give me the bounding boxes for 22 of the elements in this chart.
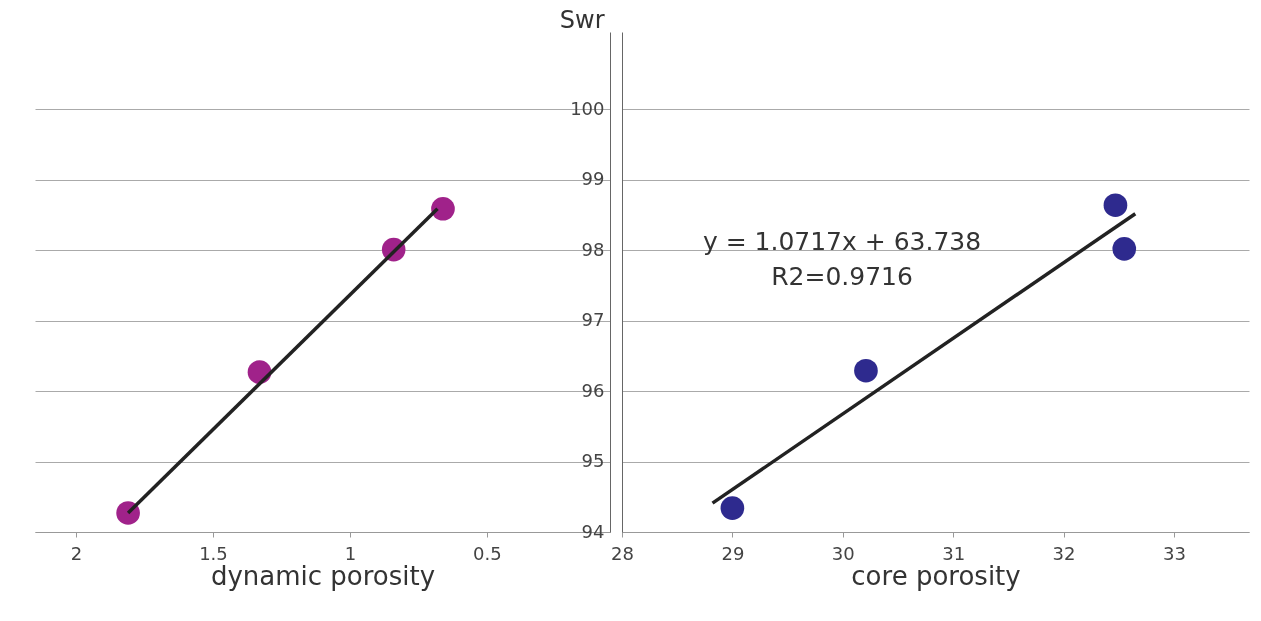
y-axis-title: Swr [559, 5, 605, 34]
x-tick-label: 32 [1052, 542, 1076, 564]
y-tick-label: 97 [581, 309, 605, 331]
annotation: y = 1.0717x + 63.738 [702, 227, 982, 256]
x-tick-label: 29 [721, 542, 745, 564]
point [1103, 193, 1128, 218]
y-tick-label: 95 [581, 450, 605, 472]
point [1112, 237, 1137, 261]
point [116, 501, 140, 525]
y-tick-label: 98 [581, 238, 605, 260]
x-tick-label: 2 [70, 542, 83, 564]
point [431, 196, 455, 221]
y-tick-label: 99 [581, 168, 605, 190]
point [720, 496, 745, 520]
annotation: R2=0.9716 [771, 262, 913, 291]
y-tick-label: 94 [581, 520, 605, 542]
y-tick-label: 96 [581, 379, 605, 401]
x-tick-label: 28 [611, 542, 634, 564]
y-tick-label: 100 [570, 97, 605, 119]
x-tick-label: 0.5 [472, 542, 502, 564]
x-tick-label: 33 [1162, 542, 1186, 564]
point [854, 358, 878, 383]
